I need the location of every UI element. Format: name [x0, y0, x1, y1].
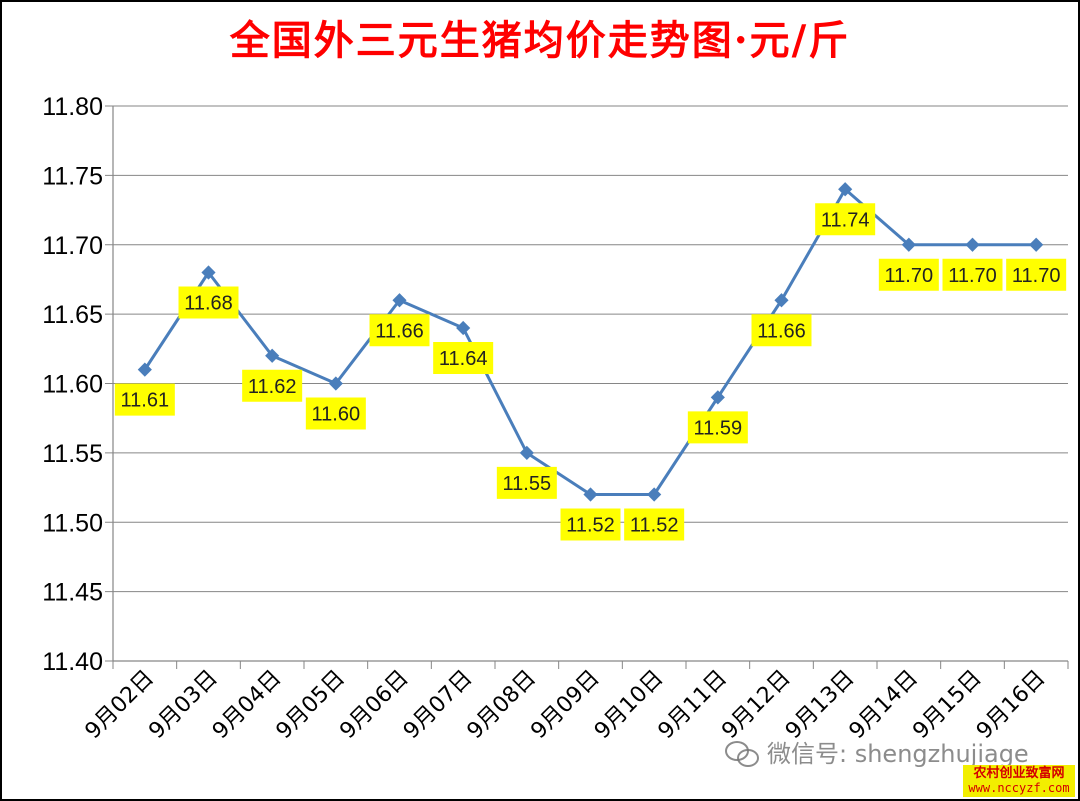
x-tick-label: 9月03日 — [144, 666, 222, 744]
x-tick-label: 9月08日 — [463, 666, 541, 744]
data-label-text: 11.55 — [503, 473, 552, 495]
site-url: www.nccyzf.com — [968, 781, 1070, 795]
y-tick-label: 11.60 — [42, 371, 103, 399]
data-label: 11.62 — [242, 369, 303, 402]
data-point — [265, 348, 280, 363]
y-tick-label: 11.55 — [42, 440, 103, 468]
data-label-text: 11.59 — [694, 417, 743, 439]
data-label-bg — [942, 258, 1003, 291]
data-label: 11.55 — [496, 466, 557, 499]
watermark: 微信号: shengzhujiage — [725, 734, 1029, 769]
data-label-bg — [433, 342, 494, 374]
y-tick-label: 11.75 — [42, 162, 103, 190]
y-tick-label: 11.65 — [42, 301, 103, 329]
site-name: 农村创业致富网 — [973, 766, 1065, 781]
wechat-icon — [725, 741, 759, 767]
data-label-bg — [751, 314, 812, 347]
x-tick-label: 9月12日 — [717, 666, 795, 744]
data-label-bg — [815, 203, 876, 236]
data-label-text: 11.62 — [248, 376, 297, 398]
data-label-text: 11.68 — [184, 293, 233, 315]
data-point — [456, 320, 471, 336]
data-label: 11.68 — [178, 286, 239, 319]
data-label-bg — [560, 508, 621, 541]
data-label: 11.59 — [687, 411, 748, 444]
data-point — [392, 293, 407, 308]
x-tick-label: 9月11日 — [654, 666, 732, 744]
data-point — [774, 293, 789, 308]
x-tick-label: 9月13日 — [781, 666, 859, 744]
data-label-bg — [687, 411, 748, 444]
data-label-bg — [624, 508, 685, 541]
data-label-text: 11.70 — [1012, 265, 1061, 287]
site-badge: 农村创业致富网 www.nccyzf.com — [963, 765, 1075, 797]
data-point — [965, 237, 980, 252]
chart-title: 全国外三元生猪均价走势图·元/斤 — [229, 17, 851, 64]
data-point — [647, 487, 662, 502]
data-label: 11.70 — [878, 258, 939, 291]
data-label-text: 11.52 — [630, 515, 679, 537]
data-point — [1029, 237, 1044, 252]
x-tick-label: 9月02日 — [81, 666, 159, 744]
data-label-text: 11.74 — [821, 209, 870, 231]
data-label: 11.52 — [624, 508, 685, 541]
x-axis-ticks: 9月02日9月03日9月04日9月05日9月06日9月07日9月08日9月09日… — [81, 666, 1051, 744]
series — [137, 182, 1044, 502]
data-point — [137, 362, 152, 377]
y-axis-ticks: 11.80 11.75 11.70 11.65 11.60 11.55 11.50 11.45… — [42, 93, 103, 676]
axes — [105, 105, 1069, 669]
y-tick-label: 11.40 — [42, 648, 103, 676]
data-point — [710, 390, 725, 405]
data-point — [201, 265, 216, 280]
data-label: 11.60 — [305, 397, 366, 430]
data-label: 11.70 — [942, 258, 1003, 291]
x-tick-label: 9月05日 — [272, 666, 350, 744]
data-label-text: 11.61 — [121, 390, 170, 412]
data-label-bg — [1006, 258, 1067, 291]
data-label: 11.66 — [369, 314, 430, 347]
data-point — [901, 237, 916, 252]
data-label: 11.61 — [114, 383, 175, 416]
data-label-bg — [178, 286, 239, 319]
data-point — [328, 376, 343, 391]
data-label-text: 11.52 — [566, 515, 615, 537]
data-label: 11.70 — [1006, 258, 1067, 291]
data-point — [838, 182, 853, 197]
data-label-text: 11.70 — [948, 265, 997, 287]
data-label: 11.66 — [751, 314, 812, 347]
data-label-bg — [369, 314, 430, 347]
y-tick-label: 11.80 — [42, 93, 103, 121]
y-tick-label: 11.50 — [42, 509, 103, 537]
x-tick-label: 9月07日 — [399, 666, 477, 744]
data-label: 11.64 — [433, 342, 494, 374]
data-label-text: 11.60 — [312, 404, 361, 426]
x-tick-label: 9月14日 — [845, 666, 923, 744]
x-tick-label: 9月09日 — [526, 666, 604, 744]
data-label-text: 11.70 — [885, 265, 934, 287]
watermark-text: 微信号: shengzhujiage — [767, 740, 1029, 768]
data-labels: 11.61 11.68 11.62 11.60 11.66 11.64 11.55 11.52… — [114, 203, 1067, 541]
data-label-bg — [242, 369, 303, 402]
x-tick-label: 9月06日 — [335, 666, 413, 744]
x-tick-label: 9月16日 — [972, 666, 1050, 744]
data-label: 11.74 — [815, 203, 876, 236]
data-label-bg — [305, 397, 366, 430]
x-tick-label: 9月15日 — [908, 666, 986, 744]
data-label-text: 11.66 — [757, 320, 806, 342]
y-tick-label: 11.45 — [42, 579, 103, 607]
data-label-bg — [496, 466, 557, 499]
data-label: 11.52 — [560, 508, 621, 541]
data-label-bg — [114, 383, 175, 416]
series-line — [143, 187, 1037, 496]
x-tick-label: 9月10日 — [590, 666, 668, 744]
data-label-bg — [878, 258, 939, 291]
data-point — [519, 445, 534, 460]
data-point — [583, 487, 598, 502]
x-tick-label: 9月04日 — [208, 666, 286, 744]
data-label-text: 11.66 — [375, 320, 424, 342]
y-tick-label: 11.70 — [42, 232, 103, 260]
data-label-text: 11.64 — [439, 348, 488, 370]
